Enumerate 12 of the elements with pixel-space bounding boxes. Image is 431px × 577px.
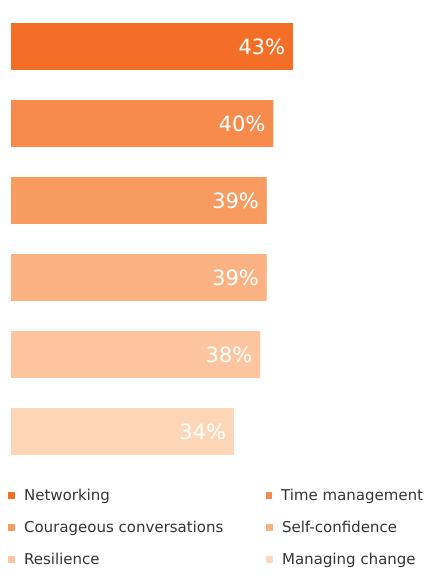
legend-label: Time management <box>281 486 423 504</box>
data-label: 34% <box>179 420 226 444</box>
data-label: 43% <box>238 34 285 59</box>
legend-label: Courageous conversations <box>24 518 224 536</box>
legend-label: Resilience <box>24 550 100 568</box>
data-label: 39% <box>212 266 259 290</box>
data-label: 39% <box>212 188 259 213</box>
legend-label: Managing change <box>282 550 416 568</box>
data-label: 40% <box>218 112 266 136</box>
legend-label: Self-confidence <box>282 518 397 536</box>
data-label: 38% <box>206 342 252 367</box>
legend-label: Networking <box>24 486 110 504</box>
